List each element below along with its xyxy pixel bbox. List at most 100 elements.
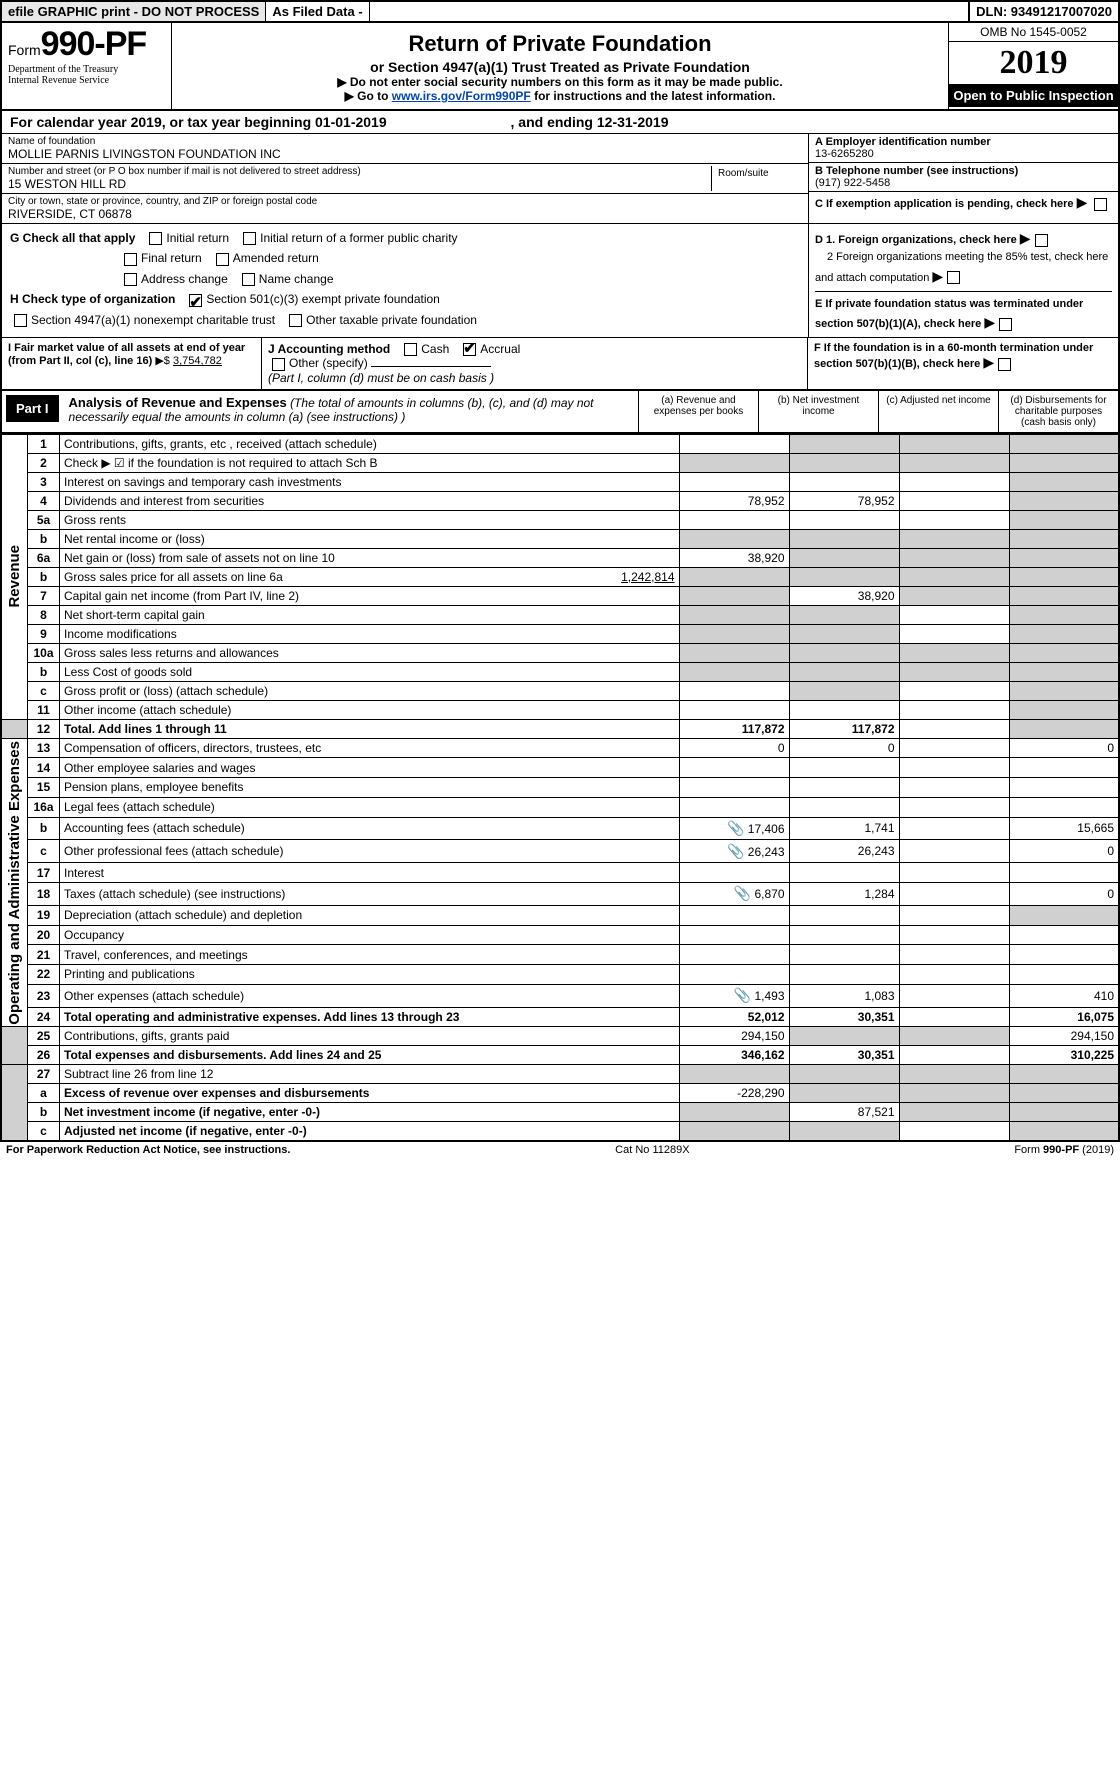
info-right: A Employer identification number 13-6265… — [808, 134, 1118, 223]
j-label: J Accounting method — [268, 342, 390, 356]
inline-value: 1,242,814 — [621, 570, 674, 584]
part1-table: Revenue 1Contributions, gifts, grants, e… — [0, 434, 1120, 1143]
g-opt-2: Final return — [141, 251, 202, 265]
calyear-end: 12-31-2019 — [597, 114, 669, 130]
table-row: bNet investment income (if negative, ent… — [1, 1103, 1119, 1122]
fmv-cell: I Fair market value of all assets at end… — [2, 338, 262, 389]
city-cell: City or town, state or province, country… — [2, 194, 808, 223]
c-checkbox[interactable] — [1094, 198, 1107, 211]
room-suite-label: Room/suite — [712, 166, 802, 191]
foundation-name-cell: Name of foundation MOLLIE PARNIS LIVINGS… — [2, 134, 808, 164]
d2-text: 2 Foreign organizations meeting the 85% … — [815, 251, 1108, 284]
d1-row: D 1. Foreign organizations, check here ▶ — [815, 228, 1112, 249]
form-number: Form990-PF — [8, 25, 165, 64]
row-no: 1 — [28, 434, 60, 453]
g-amended-checkbox[interactable] — [216, 253, 229, 266]
g-opt-1: Initial return of a former public charit… — [260, 231, 457, 245]
telephone-cell: B Telephone number (see instructions) (9… — [809, 163, 1118, 192]
asfiled-label: As Filed Data - — [266, 2, 369, 21]
g-label: G Check all that apply — [10, 231, 135, 245]
table-row: 27Subtract line 26 from line 12 — [1, 1065, 1119, 1084]
irs-link[interactable]: www.irs.gov/Form990PF — [392, 89, 531, 103]
table-row: bAccounting fees (attach schedule)📎 17,4… — [1, 817, 1119, 840]
tel-label: B Telephone number (see instructions) — [815, 165, 1112, 177]
address-value: 15 WESTON HILL RD — [8, 177, 711, 191]
accounting-method-cell: J Accounting method Cash Accrual Other (… — [262, 338, 808, 389]
city-value: RIVERSIDE, CT 06878 — [8, 207, 802, 221]
table-row: 18Taxes (attach schedule) (see instructi… — [1, 882, 1119, 905]
row-desc: Contributions, gifts, grants, etc , rece… — [60, 434, 680, 453]
j-other: Other (specify) — [289, 356, 368, 370]
i-arrow: ▶$ — [155, 355, 170, 367]
topbar-spacer — [370, 2, 969, 21]
dept-irs: Internal Revenue Service — [8, 75, 165, 86]
h-501c3-checkbox[interactable] — [189, 294, 202, 307]
table-row: 20Occupancy — [1, 925, 1119, 945]
h-label: H Check type of organization — [10, 292, 175, 306]
table-row: cAdjusted net income (if negative, enter… — [1, 1122, 1119, 1142]
attach-icon[interactable]: 📎 — [727, 843, 744, 859]
d2-checkbox[interactable] — [947, 271, 960, 284]
table-row: 7Capital gain net income (from Part IV, … — [1, 586, 1119, 605]
goto-notice: ▶ Go to www.irs.gov/Form990PF for instru… — [178, 89, 942, 103]
table-row: Operating and Administrative Expenses 13… — [1, 738, 1119, 758]
j-accrual-checkbox[interactable] — [463, 343, 476, 356]
g-address-change-checkbox[interactable] — [124, 273, 137, 286]
g-initial-former-checkbox[interactable] — [243, 232, 256, 245]
table-row: 25Contributions, gifts, grants paid294,1… — [1, 1027, 1119, 1046]
g-opt-5: Name change — [259, 272, 334, 286]
table-row: 9Income modifications — [1, 624, 1119, 643]
ssn-notice: ▶ Do not enter social security numbers o… — [178, 75, 942, 89]
g-opt-3: Amended return — [233, 251, 319, 265]
g-final-return-checkbox[interactable] — [124, 253, 137, 266]
g-name-change-checkbox[interactable] — [242, 273, 255, 286]
d1-checkbox[interactable] — [1035, 234, 1048, 247]
e-text: E If private foundation status was termi… — [815, 298, 1083, 331]
table-row: 14Other employee salaries and wages — [1, 758, 1119, 778]
calyear-begin: 01-01-2019 — [315, 114, 387, 130]
h-4947-checkbox[interactable] — [14, 314, 27, 327]
table-row: 26Total expenses and disbursements. Add … — [1, 1046, 1119, 1065]
table-row: 23Other expenses (attach schedule)📎 1,49… — [1, 984, 1119, 1007]
ein-label: A Employer identification number — [815, 136, 1112, 148]
table-row: 6aNet gain or (loss) from sale of assets… — [1, 548, 1119, 567]
goto-pre: ▶ Go to — [345, 89, 392, 103]
table-row: 17Interest — [1, 863, 1119, 883]
address-label: Number and street (or P O box number if … — [8, 166, 711, 177]
ein-cell: A Employer identification number 13-6265… — [809, 134, 1118, 163]
form-prefix: Form — [8, 42, 41, 58]
page-footer: For Paperwork Reduction Act Notice, see … — [0, 1142, 1120, 1158]
h-other-checkbox[interactable] — [289, 314, 302, 327]
revenue-category: Revenue — [1, 434, 28, 719]
cell-d — [1009, 434, 1119, 453]
form-number-big: 990-PF — [41, 25, 147, 63]
cell-a — [679, 434, 789, 453]
table-row: Revenue 1Contributions, gifts, grants, e… — [1, 434, 1119, 453]
j-other-checkbox[interactable] — [272, 358, 285, 371]
attach-icon[interactable]: 📎 — [727, 820, 744, 836]
attach-icon[interactable]: 📎 — [734, 987, 751, 1003]
header-left: Form990-PF Department of the Treasury In… — [2, 23, 172, 109]
check-section: G Check all that apply Initial return In… — [0, 224, 1120, 338]
g-initial-return-checkbox[interactable] — [149, 232, 162, 245]
table-row: 11Other income (attach schedule) — [1, 700, 1119, 719]
table-row: 22Printing and publications — [1, 964, 1119, 984]
j-cash-checkbox[interactable] — [404, 343, 417, 356]
part1-title: Analysis of Revenue and Expenses (The to… — [63, 391, 638, 432]
e-row: E If private foundation status was termi… — [815, 291, 1112, 334]
f-checkbox[interactable] — [998, 358, 1011, 371]
table-row: cGross profit or (loss) (attach schedule… — [1, 681, 1119, 700]
goto-post: for instructions and the latest informat… — [531, 89, 776, 103]
attach-icon[interactable]: 📎 — [734, 885, 751, 901]
info-section: Name of foundation MOLLIE PARNIS LIVINGS… — [0, 134, 1120, 224]
table-row: 24Total operating and administrative exp… — [1, 1007, 1119, 1027]
table-row: bNet rental income or (loss) — [1, 529, 1119, 548]
address-cell: Number and street (or P O box number if … — [2, 164, 808, 194]
h-opt-3: Other taxable private foundation — [306, 313, 477, 327]
table-row: 21Travel, conferences, and meetings — [1, 945, 1119, 965]
tax-year: 2019 — [949, 42, 1118, 84]
col-b-head: (b) Net investment income — [758, 391, 878, 432]
table-row: bLess Cost of goods sold — [1, 662, 1119, 681]
e-checkbox[interactable] — [999, 318, 1012, 331]
table-row: 15Pension plans, employee benefits — [1, 778, 1119, 798]
